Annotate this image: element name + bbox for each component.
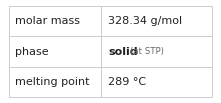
Text: molar mass: molar mass xyxy=(15,16,80,26)
Bar xyxy=(9,6,212,97)
Text: (at STP): (at STP) xyxy=(130,47,164,56)
Text: solid: solid xyxy=(108,46,138,57)
Text: 289 °C: 289 °C xyxy=(108,77,146,87)
Text: melting point: melting point xyxy=(15,77,90,87)
Text: 328.34 g/mol: 328.34 g/mol xyxy=(108,16,182,26)
Text: phase: phase xyxy=(15,46,49,57)
